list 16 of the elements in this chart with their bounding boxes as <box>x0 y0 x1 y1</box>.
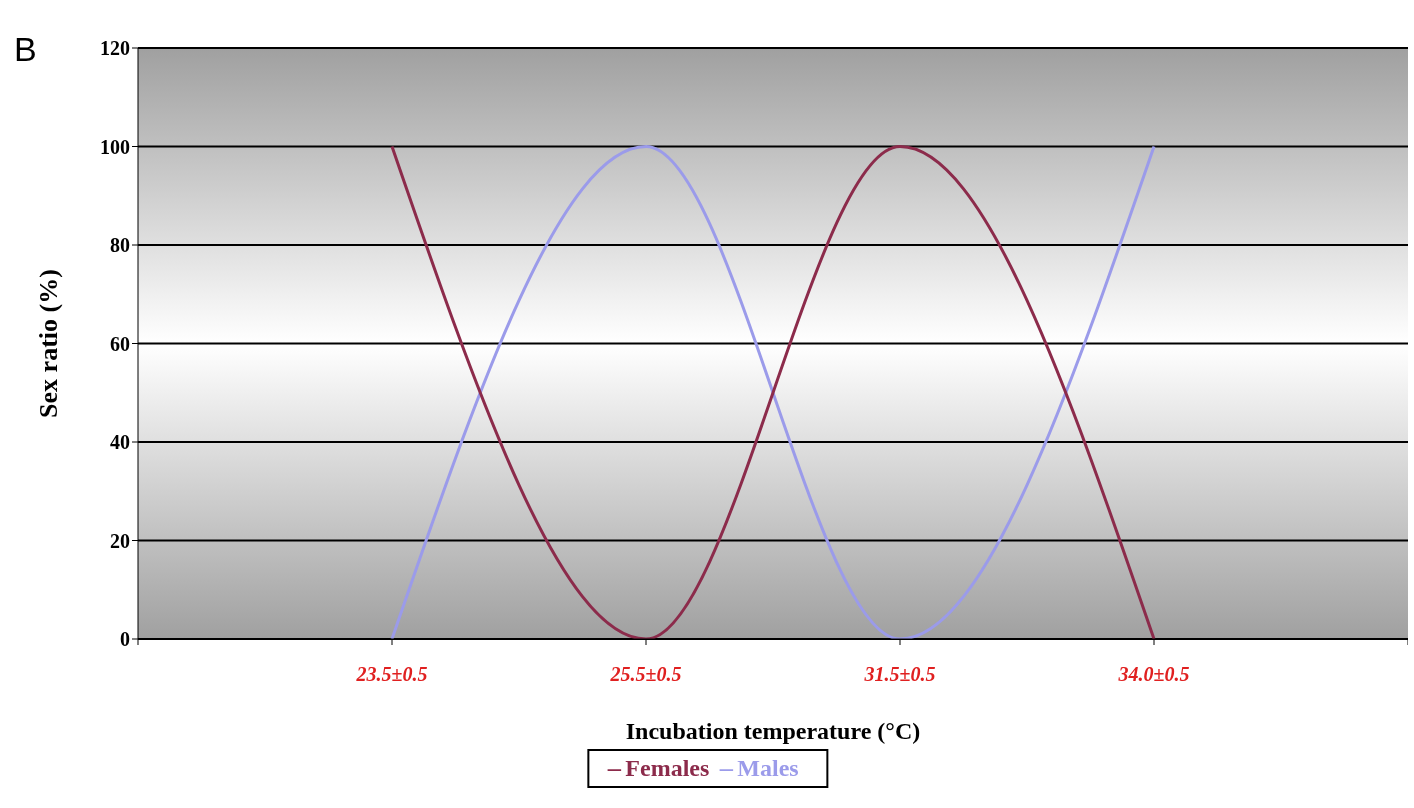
y-tick-label: 100 <box>100 135 130 158</box>
x-tick-label: 34.0±0.5 <box>1117 663 1190 686</box>
y-tick-label: 0 <box>120 628 130 651</box>
y-tick-label: 40 <box>110 431 130 454</box>
x-tick-label: 23.5±0.5 <box>355 663 428 686</box>
legend-label: Females <box>625 755 710 781</box>
x-tick-label: 25.5±0.5 <box>609 663 682 686</box>
x-axis-title: Incubation temperature (°C) <box>625 718 921 744</box>
y-tick-label: 80 <box>110 234 130 257</box>
y-tick-label: 20 <box>110 529 130 552</box>
x-tick-label: 31.5±0.5 <box>863 663 936 686</box>
y-tick-label: 120 <box>100 37 130 60</box>
y-tick-label: 60 <box>110 332 130 355</box>
y-axis-title: Sex ratio (%) <box>34 269 64 418</box>
text: B <box>14 30 37 69</box>
legend-label: Males <box>737 755 799 781</box>
